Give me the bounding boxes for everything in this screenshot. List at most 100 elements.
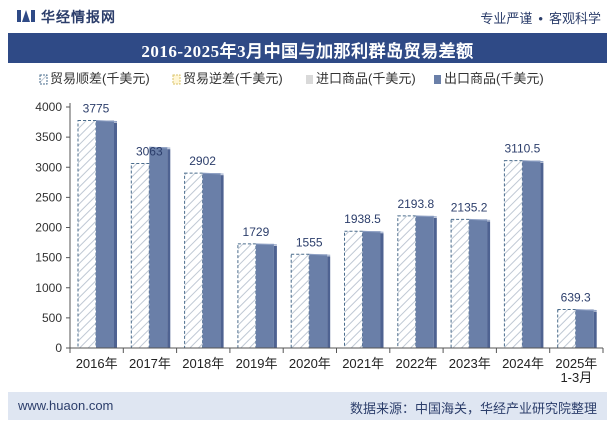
export-bar-side: [540, 162, 544, 348]
export-bar-side: [487, 221, 491, 348]
x-tick-label: 2023年: [449, 356, 491, 371]
trade-surplus-bar[interactable]: [130, 162, 150, 349]
trade-surplus-bar[interactable]: [557, 308, 577, 349]
trade-surplus-bar[interactable]: [237, 243, 257, 349]
bar-group-8[interactable]: 2135.2: [450, 200, 491, 349]
trade-surplus-bar[interactable]: [184, 172, 204, 349]
data-label: 2135.2: [451, 200, 488, 214]
export-bar-top: [255, 243, 277, 246]
x-tick-label: 1-3月: [560, 370, 592, 385]
x-tick-label: 2021年: [342, 356, 384, 371]
export-bar[interactable]: [309, 254, 328, 348]
tagline-separator: •: [538, 11, 543, 26]
legend-item-2[interactable]: 贸易逆差(千美元): [172, 71, 283, 86]
data-label: 2902: [189, 154, 216, 168]
bar-group-4[interactable]: 1729: [237, 225, 277, 349]
y-tick-label: 2000: [35, 221, 62, 235]
export-bar-side: [273, 245, 277, 348]
bar-group-6[interactable]: 1938.5: [344, 212, 384, 349]
export-bar-side: [114, 122, 117, 349]
legend-swatch: [306, 75, 313, 84]
tagline: 专业严谨 • 客观科学: [480, 8, 601, 27]
website-link[interactable]: www.huaon.com: [18, 398, 114, 413]
bar-group-7[interactable]: 2193.8: [397, 197, 437, 349]
data-label: 639.3: [561, 290, 591, 304]
data-label: 2193.8: [397, 197, 434, 211]
export-bar[interactable]: [202, 173, 221, 348]
export-bar-side: [167, 149, 171, 348]
export-bar[interactable]: [149, 147, 168, 348]
legend-label: 出口商品(千美元): [444, 71, 544, 86]
x-tick-label: 2019年: [236, 356, 278, 371]
legend-swatch: [434, 75, 441, 84]
export-bar-side: [380, 233, 384, 348]
export-bar[interactable]: [469, 219, 488, 348]
y-tick-label: 1000: [35, 281, 62, 295]
trade-surplus-bar[interactable]: [397, 215, 417, 349]
export-bar-top: [95, 120, 118, 123]
y-axis: 0 500 1000 1500 2000 2500 3000 3500 4000: [35, 100, 71, 355]
export-bar-top: [149, 146, 171, 149]
y-tick-label: 4000: [35, 100, 62, 114]
bar-group-2[interactable]: 3063: [130, 144, 171, 349]
x-tick-label: 2022年: [395, 356, 437, 371]
data-label: 1729: [243, 225, 270, 239]
data-label: 3063: [136, 144, 163, 158]
bar-group-1[interactable]: 3775: [77, 102, 118, 349]
trade-surplus-bar[interactable]: [77, 120, 97, 349]
legend-item-1[interactable]: 贸易顺差(千美元): [39, 71, 150, 86]
bar-group-9[interactable]: 3110.5: [503, 142, 544, 349]
export-bar[interactable]: [415, 215, 434, 348]
tagline-left: 专业严谨: [480, 11, 533, 26]
trade-surplus-bar[interactable]: [290, 253, 310, 349]
export-bar-top: [469, 218, 491, 221]
y-tick-label: 1500: [35, 251, 62, 265]
bar-chart: 贸易顺差(千美元) 贸易逆差(千美元) 进口商品(千美元) 出口商品(千美元) 0 50…: [35, 71, 604, 385]
bar-group-5[interactable]: 1555: [290, 235, 331, 349]
huajing-logo-icon: [17, 10, 35, 22]
bar-group-10[interactable]: 639.3: [557, 290, 597, 349]
title-bar: 2016-2025年3月中国与加那利群岛贸易差额: [8, 33, 607, 63]
export-bar-top: [202, 172, 224, 175]
legend-label: 贸易逆差(千美元): [183, 71, 283, 86]
legend-item-4[interactable]: 出口商品(千美元): [434, 71, 544, 86]
data-source: 数据来源：中国海关，华经产业研究院整理: [349, 401, 597, 416]
export-bar-side: [327, 256, 331, 348]
export-bar-top: [309, 253, 331, 256]
export-bar-top: [522, 160, 544, 163]
x-tick-label: 2020年: [289, 356, 331, 371]
x-tick-label: 2024年: [502, 356, 544, 371]
y-tick-label: 2500: [35, 190, 62, 204]
trade-surplus-bar[interactable]: [450, 218, 470, 349]
export-bar-top: [575, 308, 597, 311]
data-label: 1555: [296, 235, 323, 249]
x-tick-label: 2025年: [555, 356, 597, 371]
legend-swatch: [172, 74, 181, 85]
export-bar-top: [415, 215, 437, 218]
trade-surplus-bar[interactable]: [344, 230, 363, 349]
x-tick-label: 2017年: [129, 356, 171, 371]
data-label: 3775: [83, 102, 110, 116]
brand-name: 华经情报网: [41, 9, 116, 25]
y-tick-label: 500: [42, 311, 62, 325]
x-axis: 2016年 2017年 2018年 2019年 2020年 2021年 2022年 2023年…: [69, 347, 604, 385]
data-label: 1938.5: [344, 212, 381, 226]
chart-title: 2016-2025年3月中国与加那利群岛贸易差额: [141, 42, 474, 61]
data-label: 3110.5: [504, 142, 540, 156]
legend-label: 贸易顺差(千美元): [50, 71, 150, 86]
export-bar[interactable]: [522, 160, 541, 348]
bars-group: 3775 3063 2902 1729 1555 1938.5 2193.8 2135.2 31…: [77, 102, 597, 349]
legend-item-3[interactable]: 进口商品(千美元): [306, 71, 416, 86]
export-bar-side: [593, 311, 597, 348]
x-tick-label: 2016年: [76, 356, 118, 371]
export-bar-side: [433, 217, 437, 348]
x-tick-label: 2018年: [182, 356, 224, 371]
export-bar[interactable]: [96, 120, 114, 349]
legend-swatch: [39, 74, 48, 85]
export-bar[interactable]: [575, 309, 594, 348]
bar-group-3[interactable]: 2902: [184, 154, 224, 349]
export-bar-top: [362, 230, 384, 233]
export-bar[interactable]: [362, 231, 381, 348]
trade-surplus-bar[interactable]: [503, 160, 523, 349]
export-bar[interactable]: [255, 243, 274, 348]
